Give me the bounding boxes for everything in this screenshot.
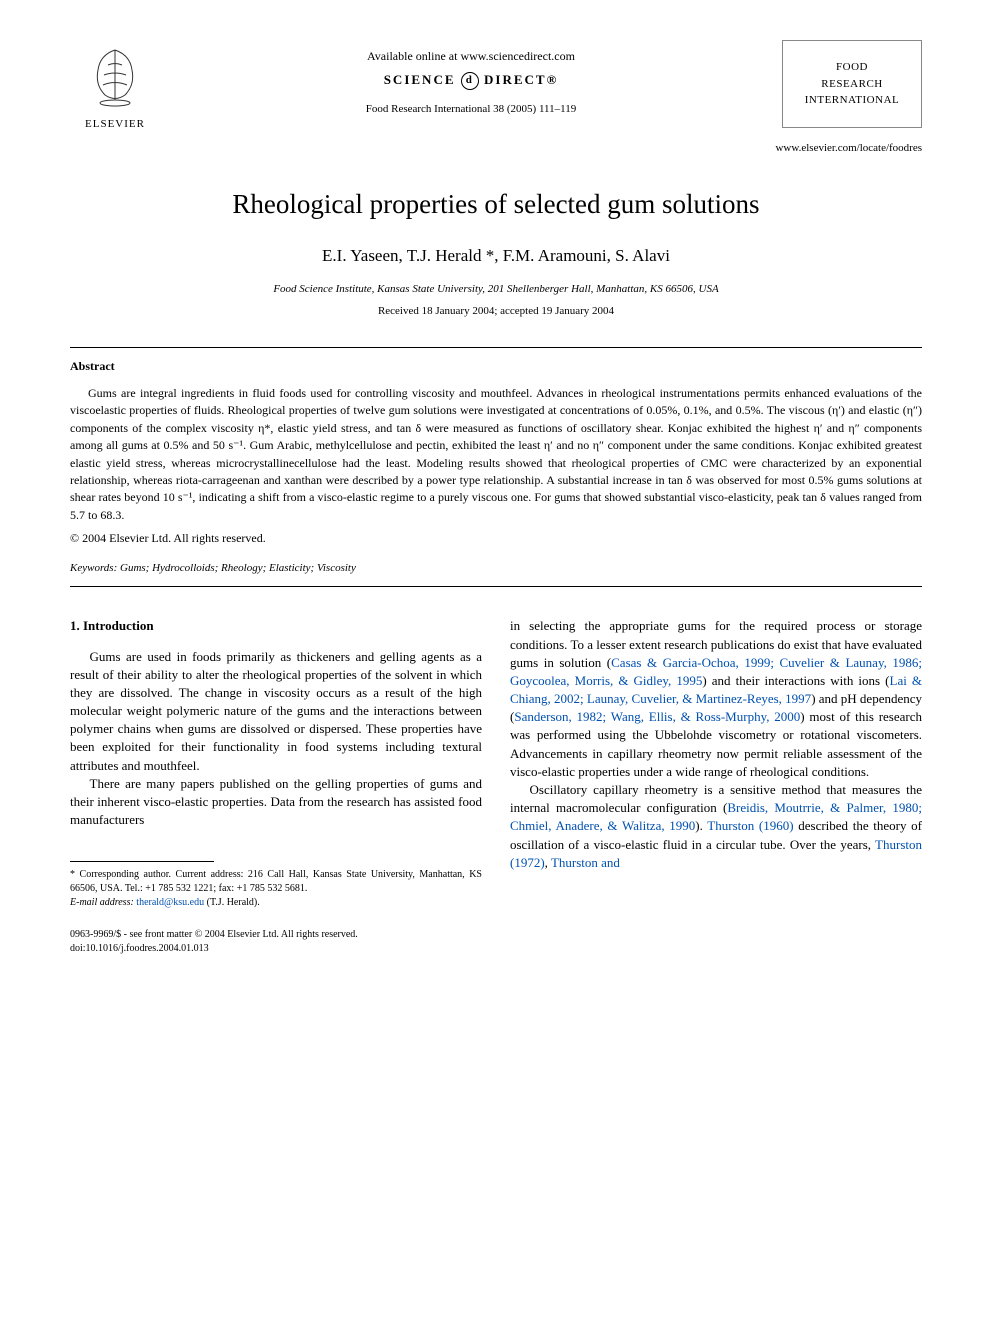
intro-p1: Gums are used in foods primarily as thic… [70, 648, 482, 775]
sd-at-icon: d [461, 72, 479, 90]
abstract-text: Gums are integral ingredients in fluid f… [70, 385, 922, 524]
elsevier-tree-icon [80, 40, 150, 110]
front-matter-line: 0963-9969/$ - see front matter © 2004 El… [70, 928, 922, 942]
corresponding-author-footnote: * Corresponding author. Current address:… [70, 868, 482, 910]
article-affiliation: Food Science Institute, Kansas State Uni… [70, 282, 922, 296]
journal-title-box: FOOD RESEARCH INTERNATIONAL [782, 40, 922, 128]
publisher-name: ELSEVIER [70, 117, 160, 132]
footnote-corresponding: * Corresponding author. Current address:… [70, 868, 482, 896]
journal-box-line3: INTERNATIONAL [791, 92, 913, 109]
footnote-email[interactable]: therald@ksu.edu [136, 897, 204, 908]
journal-box-line1: FOOD [791, 59, 913, 76]
locate-url: www.elsevier.com/locate/foodres [70, 141, 922, 156]
publisher-logo-block: ELSEVIER [70, 40, 160, 133]
available-online-text: Available online at www.sciencedirect.co… [160, 48, 782, 65]
col2-p2b: ). [695, 818, 707, 833]
body-columns: 1. Introduction Gums are used in foods p… [70, 617, 922, 910]
center-header: Available online at www.sciencedirect.co… [160, 40, 782, 117]
doi-line: doi:10.1016/j.foodres.2004.01.013 [70, 942, 922, 956]
keywords-label: Keywords: [70, 562, 117, 574]
footnote-email-line: E-mail address: therald@ksu.edu (T.J. He… [70, 896, 482, 910]
col2-p1b: ) and their interactions with ions ( [702, 673, 889, 688]
divider [70, 347, 922, 348]
right-column: in selecting the appropriate gums for th… [510, 617, 922, 910]
footnote-divider [70, 861, 214, 862]
article-title: Rheological properties of selected gum s… [70, 186, 922, 224]
section-heading: 1. Introduction [70, 617, 482, 635]
col2-p1: in selecting the appropriate gums for th… [510, 617, 922, 781]
journal-reference: Food Research International 38 (2005) 11… [160, 102, 782, 117]
keywords-values: Gums; Hydrocolloids; Rheology; Elasticit… [120, 562, 356, 574]
citation-link[interactable]: Thurston and [551, 855, 620, 870]
sd-left: SCIENCE [384, 72, 456, 87]
article-authors: E.I. Yaseen, T.J. Herald *, F.M. Aramoun… [70, 244, 922, 268]
bottom-matter: 0963-9969/$ - see front matter © 2004 El… [70, 928, 922, 956]
divider [70, 586, 922, 587]
citation-link[interactable]: Sanderson, 1982; Wang, Ellis, & Ross-Mur… [514, 709, 800, 724]
abstract-copyright: © 2004 Elsevier Ltd. All rights reserved… [70, 530, 922, 547]
abstract-body: Gums are integral ingredients in fluid f… [70, 385, 922, 524]
intro-p2: There are many papers published on the g… [70, 775, 482, 830]
page-header: ELSEVIER Available online at www.science… [70, 40, 922, 133]
abstract-heading: Abstract [70, 358, 922, 375]
col2-p2: Oscillatory capillary rheometry is a sen… [510, 781, 922, 872]
citation-link[interactable]: Thurston (1960) [707, 818, 793, 833]
science-direct-logo: SCIENCE d DIRECT® [160, 71, 782, 90]
footnote-email-suffix: (T.J. Herald). [207, 897, 260, 908]
article-dates: Received 18 January 2004; accepted 19 Ja… [70, 304, 922, 319]
left-column: 1. Introduction Gums are used in foods p… [70, 617, 482, 910]
footnote-email-label: E-mail address: [70, 897, 134, 908]
sd-right: DIRECT® [484, 72, 558, 87]
keywords-line: Keywords: Gums; Hydrocolloids; Rheology;… [70, 561, 922, 576]
journal-box-line2: RESEARCH [791, 76, 913, 93]
